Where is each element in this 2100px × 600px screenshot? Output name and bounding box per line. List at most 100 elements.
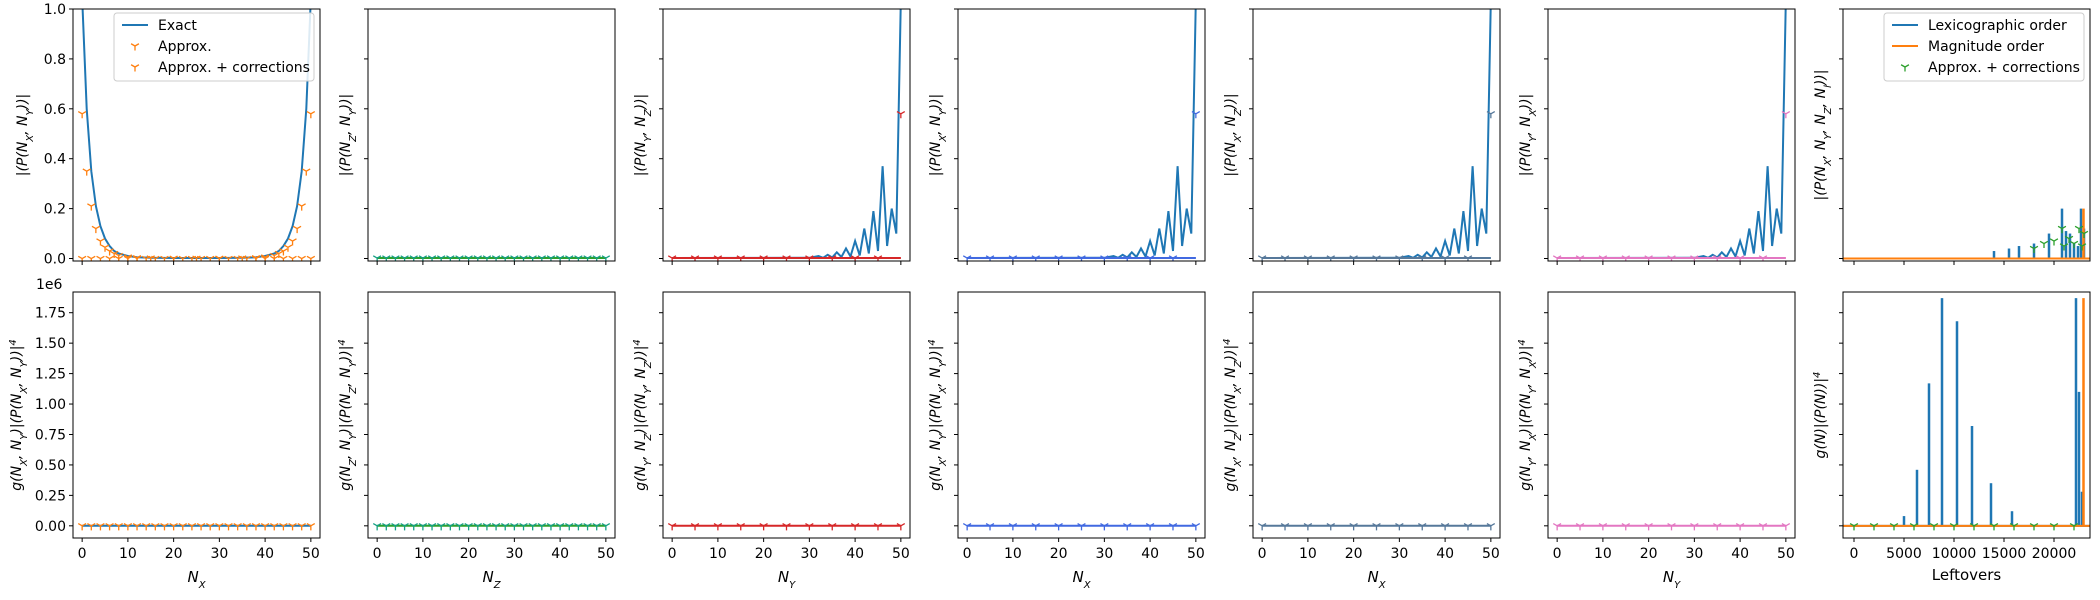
- series-bottom-1-1-point-15: [215, 523, 224, 531]
- series-top-1-2-point-15: [238, 255, 247, 261]
- series-bottom-7-1: [1843, 298, 2090, 527]
- series-bottom-6-1-point-5: [1667, 523, 1676, 531]
- series-top-2-1-point-2: [391, 255, 400, 261]
- series-top-6-2: [1552, 110, 1791, 261]
- series-bottom-5-1-point-0: [1257, 523, 1267, 531]
- series-top-6-0: [1557, 9, 1787, 260]
- legend-box-top-7: [1883, 12, 2085, 82]
- series-bottom-1-1-point-18: [242, 523, 252, 531]
- series-top-5-2-point-6: [1395, 255, 1404, 261]
- x-axis-label-bottom-4: NX: [1072, 568, 1091, 591]
- series-group-top-3: [667, 9, 906, 261]
- series-bottom-2-1: [372, 523, 611, 531]
- y-axis-label-bottom-2: g(NZ, NY)|(P(NZ, NY))|4: [337, 339, 359, 491]
- series-bottom-2-1-point-0: [372, 523, 382, 531]
- series-bottom-1-1-point-2: [96, 523, 105, 531]
- series-bottom-3-1-point-0: [667, 523, 677, 531]
- y-tick-label-bottom-1-6: 1.50: [35, 336, 66, 352]
- frame-bottom-3: [662, 291, 911, 539]
- series-top-2-1-point-7: [436, 255, 446, 261]
- series-bottom-5-1-point-10: [1486, 523, 1496, 531]
- series-bottom-1-1-point-6: [132, 523, 142, 531]
- series-bottom-1-1-point-21: [270, 523, 279, 531]
- series-bottom-7-2-point-3: [1909, 523, 1919, 531]
- series-top-5-2-point-10: [1486, 110, 1496, 119]
- ticks-top-3: [659, 8, 902, 265]
- ticks-bottom-7: 0 5000 10000 15000 20000: [1839, 312, 2076, 562]
- series-bottom-1-1-point-25: [306, 523, 316, 531]
- series-bottom-2-1-point-9: [455, 523, 464, 531]
- series-top-5-2: [1257, 110, 1496, 261]
- series-top-1-1-point-2: [96, 255, 105, 261]
- series-top-3-0: [672, 9, 902, 260]
- series-group-bottom-3: [667, 523, 906, 531]
- x-tick-label-bottom-7-0: 0: [1850, 546, 1859, 562]
- series-bottom-2-1-point-18: [537, 523, 547, 531]
- series-bottom-1-1-point-12: [187, 523, 197, 531]
- series-top-4-2-point-2: [1008, 255, 1018, 261]
- x-axis-label-bottom-6: NY: [1663, 568, 1681, 591]
- series-bottom-3-1-point-8: [850, 523, 860, 531]
- series-bottom-6-1-point-7: [1713, 523, 1722, 531]
- series-bottom-7-2-point-5: [1949, 523, 1959, 531]
- series-bottom-6-1: [1552, 523, 1791, 531]
- series-bottom-1-1-point-17: [233, 523, 242, 531]
- series-bottom-7-2-point-2: [1889, 523, 1899, 531]
- series-group-top-2: [372, 255, 611, 261]
- series-top-1-2-point-20: [279, 248, 288, 256]
- series-bottom-4-1-point-10: [1191, 523, 1201, 531]
- series-top-5-2-point-0: [1257, 255, 1267, 261]
- series-top-2-1-point-21: [565, 255, 574, 261]
- frame-bottom-5: [1252, 291, 1501, 539]
- series-top-4-2-point-8: [1145, 255, 1155, 261]
- series-top-5-2-point-8: [1440, 255, 1450, 261]
- series-bottom-6-1-point-0: [1552, 523, 1562, 531]
- ticks-bottom-6: 0 10 20 30 40 50: [1544, 312, 1795, 562]
- ticks-bottom-3: 0 10 20 30 40 50: [659, 312, 910, 562]
- series-bottom-4-1-point-8: [1145, 523, 1155, 531]
- series-top-7-0: [1843, 208, 2090, 260]
- series-top-7-2-point-0: [2029, 245, 2039, 254]
- panel-top-3: |(P(NY, NZ))|: [633, 8, 911, 265]
- panel-bottom-1: 0.00 0.25 0.50 0.75 1.00 1.25 1.50 1.75 0 10 20 30 4…: [8, 291, 321, 591]
- series-top-6-2-point-5: [1667, 255, 1676, 261]
- series-top-1-2-point-18: [270, 252, 279, 261]
- x-tick-label-bottom-4-5: 50: [1187, 546, 1205, 562]
- frame-bottom-2: [367, 291, 616, 539]
- panel-top-7: |(P(NX, NY, NZ, Nl))| Lexicographic order…: [1813, 8, 2091, 265]
- series-bottom-1-1-point-20: [260, 523, 270, 531]
- x-tick-label-bottom-5-3: 30: [1390, 546, 1408, 562]
- x-tick-label-bottom-5-4: 40: [1436, 546, 1454, 562]
- series-bottom-2-1-point-10: [464, 523, 473, 531]
- series-top-2-1-point-10: [464, 255, 473, 261]
- series-top-1-2-point-7: [109, 250, 119, 259]
- series-bottom-4-1-point-1: [985, 523, 995, 531]
- series-top-2-1-point-5: [418, 255, 428, 261]
- ticks-bottom-1: 0.00 0.25 0.50 0.75 1.00 1.25 1.50 1.75 0 10 20 30 4…: [35, 306, 320, 562]
- series-top-1-1-point-24: [297, 255, 306, 261]
- legend-label-top-7-0: Lexicographic order: [1928, 18, 2067, 34]
- series-top-2-1: [372, 255, 611, 261]
- series-top-2-1-point-14: [500, 255, 510, 261]
- ticks-top-7: [1839, 8, 2055, 265]
- series-bottom-2-1-point-14: [500, 523, 510, 531]
- series-top-2-1-point-4: [409, 255, 418, 261]
- series-bottom-2-1-point-25: [601, 523, 611, 531]
- series-top-5-0: [1262, 9, 1492, 260]
- ticks-top-4: [954, 8, 1197, 265]
- x-tick-label-bottom-2-0: 0: [373, 546, 382, 562]
- series-bottom-5-1-point-9: [1463, 523, 1473, 531]
- frame-bottom-1: [72, 291, 321, 539]
- x-tick-label-bottom-4-1: 10: [1004, 546, 1022, 562]
- series-bottom-4-1: [962, 523, 1201, 531]
- series-bottom-3-1-point-6: [805, 523, 814, 531]
- series-bottom-6-1-point-1: [1575, 523, 1585, 531]
- series-top-4-2-point-0: [962, 255, 972, 261]
- series-top-3-2-point-6: [805, 255, 814, 261]
- series-bottom-3-1-point-1: [690, 523, 700, 531]
- series-top-4-0: [967, 9, 1197, 260]
- series-bottom-3-1-point-5: [782, 523, 791, 531]
- legend-label-top-1-0: Exact: [158, 18, 197, 34]
- series-top-4-2-point-3: [1031, 255, 1040, 261]
- series-top-2-1-point-3: [400, 255, 409, 261]
